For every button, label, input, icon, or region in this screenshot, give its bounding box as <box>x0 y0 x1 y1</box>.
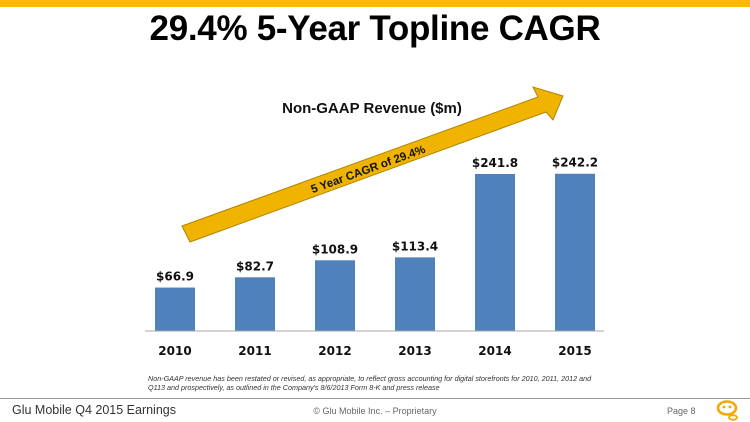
bar-2010 <box>155 287 195 331</box>
footnote: Non-GAAP revenue has been restated or re… <box>148 374 592 392</box>
data-label-2014: $241.8 <box>472 156 518 170</box>
slide-title: 29.4% 5-Year Topline CAGR <box>149 9 601 48</box>
data-label-2015: $242.2 <box>552 156 598 170</box>
bar-2012 <box>315 260 355 331</box>
x-tick-label-2013: 2013 <box>398 344 431 358</box>
glu-logo-icon <box>716 400 738 421</box>
x-tick-label-2012: 2012 <box>318 344 351 358</box>
top-accent-bar <box>0 0 750 7</box>
data-label-2011: $82.7 <box>236 259 274 273</box>
bar-2014 <box>475 174 515 331</box>
x-tick-label-2015: 2015 <box>558 344 591 358</box>
data-label-2013: $113.4 <box>392 239 438 253</box>
footer-copyright: © Glu Mobile Inc. – Proprietary <box>313 406 437 416</box>
footer-presentation-title: Glu Mobile Q4 2015 Earnings <box>12 403 176 417</box>
cagr-arrow-label: 5 Year CAGR of 29.4% <box>310 144 427 196</box>
cagr-arrow-shape <box>181 86 564 243</box>
x-tick-label-2014: 2014 <box>478 344 511 358</box>
chart-title: Non-GAAP Revenue ($m) <box>282 100 462 117</box>
x-tick-label-2010: 2010 <box>158 344 191 358</box>
bar-2011 <box>235 277 275 331</box>
data-label-2012: $108.9 <box>312 242 358 256</box>
bar-2013 <box>395 257 435 331</box>
x-tick-label-2011: 2011 <box>238 344 271 358</box>
bar-2015 <box>555 173 595 331</box>
page-number: Page 8 <box>667 406 696 416</box>
data-label-2010: $66.9 <box>156 270 194 284</box>
footer-divider <box>0 398 750 399</box>
